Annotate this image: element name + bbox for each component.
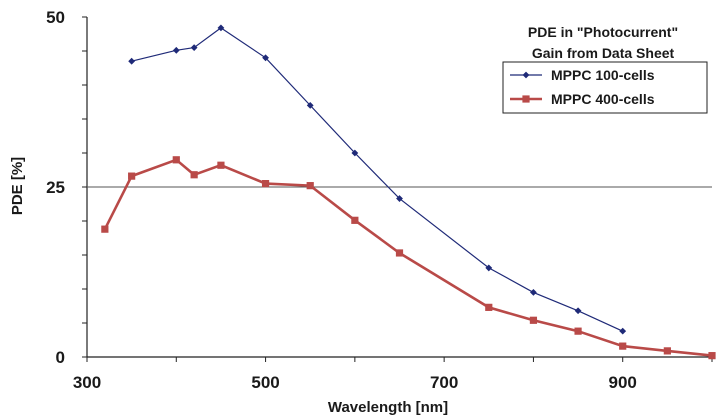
data-point [217, 161, 225, 169]
legend-label: MPPC 100-cells [551, 67, 655, 83]
legend-item: MPPC 100-cells [510, 67, 655, 83]
data-point [261, 180, 270, 188]
data-point [485, 303, 493, 311]
data-point [663, 347, 671, 355]
axes: 300 500 700 900 0 25 50 [46, 8, 713, 392]
data-point [128, 57, 136, 65]
series-line [103, 158, 713, 357]
data-point [619, 327, 627, 335]
data-point [306, 182, 314, 190]
legend-swatch-marker [522, 95, 530, 103]
legend: PDE in "Photocurrent" Gain from Data Shee… [502, 24, 708, 114]
data-point [708, 352, 716, 360]
x-tick-label: 500 [251, 373, 279, 392]
series-2 [101, 156, 716, 360]
data-point [217, 24, 225, 32]
data-point [306, 102, 314, 109]
series-1 [128, 24, 627, 335]
x-tick-label: 700 [430, 373, 458, 392]
x-axis-title: Wavelength [nm] [328, 399, 448, 416]
legend-title-line-2: Gain from Data Sheet [532, 45, 675, 61]
data-point [529, 316, 538, 324]
data-point [530, 289, 537, 296]
data-point [351, 216, 359, 224]
data-point [395, 249, 404, 257]
y-axis-title: PDE [%] [9, 157, 26, 215]
data-point [619, 342, 627, 350]
x-tick-label: 900 [609, 373, 637, 392]
series-line [131, 27, 623, 332]
data-point [351, 149, 359, 157]
series-layer [101, 24, 716, 360]
data-point [574, 307, 582, 315]
y-tick-label: 50 [46, 8, 65, 27]
data-point [485, 264, 493, 272]
data-point [190, 44, 198, 51]
data-point [396, 195, 403, 202]
data-point [172, 46, 180, 54]
legend-item: MPPC 400-cells [510, 91, 655, 107]
legend-box [502, 61, 708, 114]
data-point [128, 172, 136, 180]
legend-swatch-marker [522, 71, 530, 79]
x-tick-label: 300 [73, 373, 101, 392]
legend-title-line-1: PDE in "Photocurrent" [528, 24, 678, 40]
data-point [172, 156, 180, 164]
y-tick-label: 25 [46, 178, 65, 197]
data-point [262, 54, 269, 62]
data-point [190, 171, 198, 179]
y-tick-label: 0 [56, 348, 65, 367]
data-point [574, 327, 582, 335]
data-point [101, 225, 109, 233]
legend-label: MPPC 400-cells [551, 91, 655, 107]
